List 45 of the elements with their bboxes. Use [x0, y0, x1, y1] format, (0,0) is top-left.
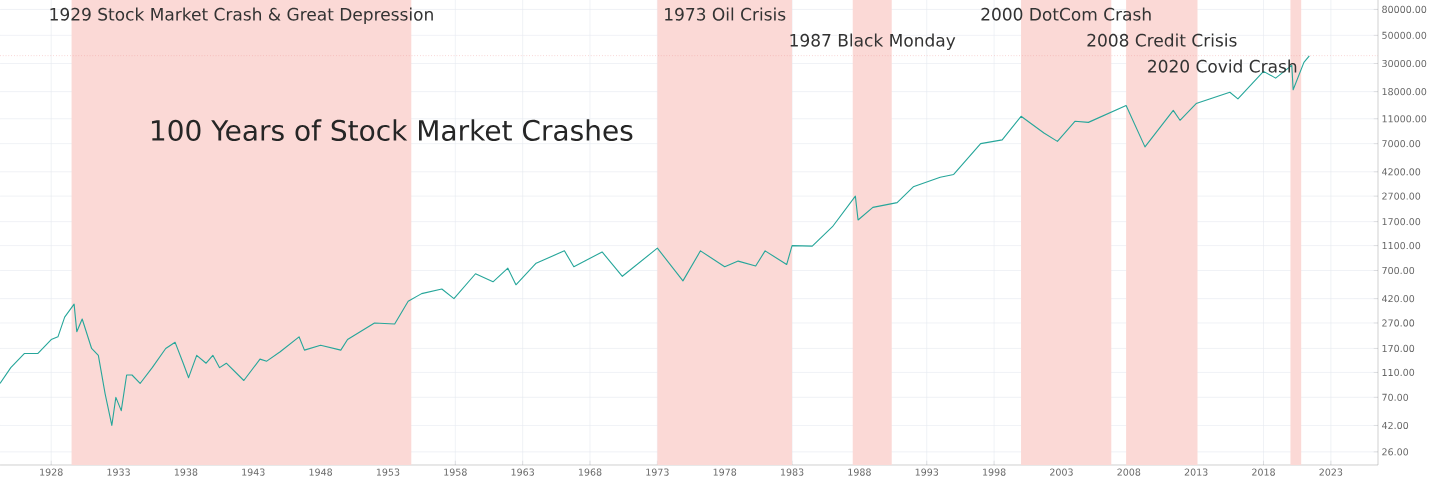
y-tick-label: 18000.00: [1382, 88, 1427, 96]
y-tick-label: 42.00: [1382, 421, 1409, 430]
x-tick-label: 1943: [242, 468, 265, 476]
x-tick-label: 1958: [444, 468, 467, 476]
y-tick-label: 2700.00: [1382, 192, 1421, 200]
x-tick-label: 1978: [713, 468, 737, 476]
x-tick-label: 1963: [511, 468, 534, 476]
y-tick-label: 110.00: [1382, 368, 1415, 377]
band-label: 1973 Oil Crisis: [665, 7, 786, 21]
x-tick-label: 1938: [174, 468, 198, 476]
y-tick-label: 11000.00: [1382, 115, 1427, 123]
x-tick-label: 2018: [1252, 468, 1275, 476]
x-tick-label: 1973: [646, 468, 669, 476]
y-tick-label: 170.00: [1382, 344, 1415, 353]
band-label: 2008 Credit Crisis: [1087, 33, 1237, 47]
x-tick-label: 1983: [781, 468, 804, 476]
y-tick-label: 50000.00: [1382, 31, 1427, 39]
x-tick-label: 2023: [1319, 468, 1343, 476]
y-tick-label: 1100.00: [1382, 241, 1421, 250]
x-tick-label: 1998: [983, 468, 1006, 476]
x-tick-label: 2008: [1117, 468, 1141, 476]
band-label: 2000 DotCom Crash: [981, 7, 1151, 21]
x-tick-label: 1993: [915, 468, 939, 476]
x-tick-label: 1928: [40, 468, 63, 476]
x-tick-label: 1933: [107, 468, 130, 476]
y-tick-label: 7000.00: [1382, 140, 1421, 148]
x-tick-label: 1968: [578, 468, 602, 476]
text: 100 Years of Stock Market Crashes: [151, 119, 633, 142]
y-tick-label: 1700.00: [1382, 218, 1421, 226]
x-tick-label: 1988: [848, 468, 871, 476]
y-tick-label: 26.00: [1382, 448, 1409, 456]
band-label: 1987 Black Monday: [790, 33, 956, 50]
x-tick-label: 2013: [1184, 468, 1208, 476]
y-tick-label: 80000.00: [1382, 5, 1427, 14]
x-tick-label: 1948: [309, 468, 333, 476]
x-tick-label: 2003: [1050, 468, 1073, 476]
y-tick-label: 270.00: [1382, 319, 1415, 327]
y-tick-label: 420.00: [1382, 295, 1415, 303]
x-tick-label: 1953: [376, 468, 400, 476]
y-tick-label: 30000.00: [1382, 59, 1427, 68]
y-tick-label: 4200.00: [1382, 168, 1421, 176]
y-tick-label: 700.00: [1382, 266, 1415, 275]
y-tick-label: 70.00: [1382, 393, 1409, 401]
band-label: 2020 Covid Crash: [1148, 59, 1297, 73]
band-label: 1929 Stock Market Crash & Great Depression: [50, 7, 433, 24]
